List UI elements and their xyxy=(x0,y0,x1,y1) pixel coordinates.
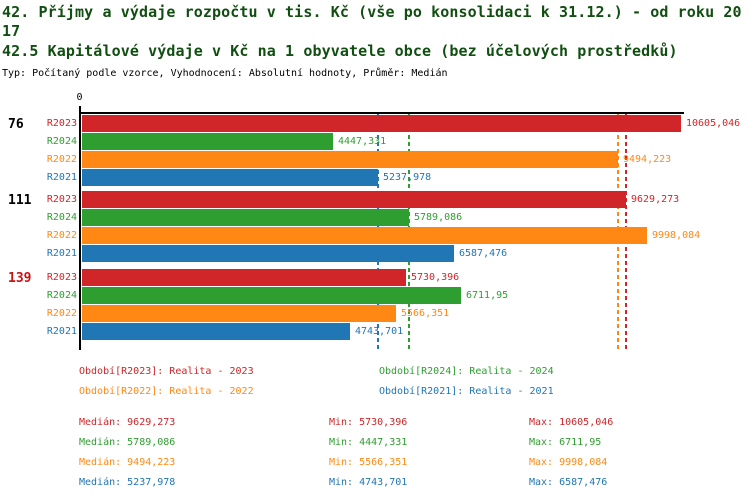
min-cell-r2022: Min: 5566,351 xyxy=(329,457,408,468)
bar-r2023 xyxy=(82,269,406,286)
bar-value-label: 10605,046 xyxy=(686,118,741,129)
bar-value-label: 9494,223 xyxy=(623,154,672,165)
x-axis-top-line xyxy=(79,112,684,114)
median-cell-r2022: Medián: 9494,223 xyxy=(79,457,176,468)
bar-r2022 xyxy=(82,151,618,168)
bar-series-label: R2023 xyxy=(46,272,77,283)
legend-item-2021]: Období[R2021]: Realita - 2021 xyxy=(379,386,554,397)
bar-r2024 xyxy=(82,133,333,150)
bar-series-label: R2024 xyxy=(46,212,77,223)
bar-r2024 xyxy=(82,209,409,226)
bar-r2022 xyxy=(82,305,396,322)
bar-r2021 xyxy=(82,323,350,340)
chart-meta-info: Typ: Počítaný podle vzorce, Vyhodnocení:… xyxy=(2,68,448,79)
min-cell-r2021: Min: 4743,701 xyxy=(329,477,408,488)
bar-r2022 xyxy=(82,227,647,244)
y-axis-line xyxy=(79,106,81,350)
bar-r2021 xyxy=(82,169,378,186)
bar-series-label: R2022 xyxy=(46,308,77,319)
bar-value-label: 5730,396 xyxy=(411,272,460,283)
bar-series-label: R2021 xyxy=(46,248,77,259)
bar-value-label: 9998,084 xyxy=(652,230,701,241)
bar-series-label: R2024 xyxy=(46,290,77,301)
max-cell-r2022: Max: 9998,084 xyxy=(529,457,608,468)
axis-origin-tick-label: 0 xyxy=(76,92,83,103)
bar-value-label: 4743,701 xyxy=(355,326,404,337)
bar-series-label: R2022 xyxy=(46,154,77,165)
max-cell-r2023: Max: 10605,046 xyxy=(529,417,614,428)
bar-series-label: R2024 xyxy=(46,136,77,147)
bar-r2024 xyxy=(82,287,461,304)
bar-series-label: R2023 xyxy=(46,118,77,129)
chart-title-line1: 42. Příjmy a výdaje rozpočtu v tis. Kč (… xyxy=(2,3,742,21)
median-cell-r2024: Medián: 5789,086 xyxy=(79,437,176,448)
bar-value-label: 9629,273 xyxy=(631,194,680,205)
median-cell-r2023: Medián: 9629,273 xyxy=(79,417,176,428)
bar-value-label: 5237,978 xyxy=(383,172,432,183)
chart-subtitle: 42.5 Kapitálové výdaje v Kč na 1 obyvate… xyxy=(2,42,678,60)
bar-value-label: 6711,95 xyxy=(466,290,509,301)
legend-item-2022]: Období[R2022]: Realita - 2022 xyxy=(79,386,254,397)
legend-item-2023]: Období[R2023]: Realita - 2023 xyxy=(79,366,254,377)
bar-r2021 xyxy=(82,245,454,262)
bar-series-label: R2023 xyxy=(46,194,77,205)
bar-value-label: 5566,351 xyxy=(401,308,450,319)
min-cell-r2024: Min: 4447,331 xyxy=(329,437,408,448)
group-label: 139 xyxy=(8,271,32,286)
bar-series-label: R2021 xyxy=(46,326,77,337)
bar-series-label: R2022 xyxy=(46,230,77,241)
group-label: 76 xyxy=(8,117,24,132)
chart-title-line2: 17 xyxy=(2,22,21,40)
bar-series-label: R2021 xyxy=(46,172,77,183)
min-cell-r2023: Min: 5730,396 xyxy=(329,417,408,428)
bar-value-label: 4447,331 xyxy=(338,136,387,147)
max-cell-r2024: Max: 6711,95 xyxy=(529,437,602,448)
legend-item-2024]: Období[R2024]: Realita - 2024 xyxy=(379,366,554,377)
median-cell-r2021: Medián: 5237,978 xyxy=(79,477,176,488)
bar-r2023 xyxy=(82,191,626,208)
bar-value-label: 5789,086 xyxy=(414,212,463,223)
bar-r2023 xyxy=(82,115,681,132)
max-cell-r2021: Max: 6587,476 xyxy=(529,477,608,488)
group-label: 111 xyxy=(8,193,32,208)
bar-value-label: 6587,476 xyxy=(459,248,508,259)
